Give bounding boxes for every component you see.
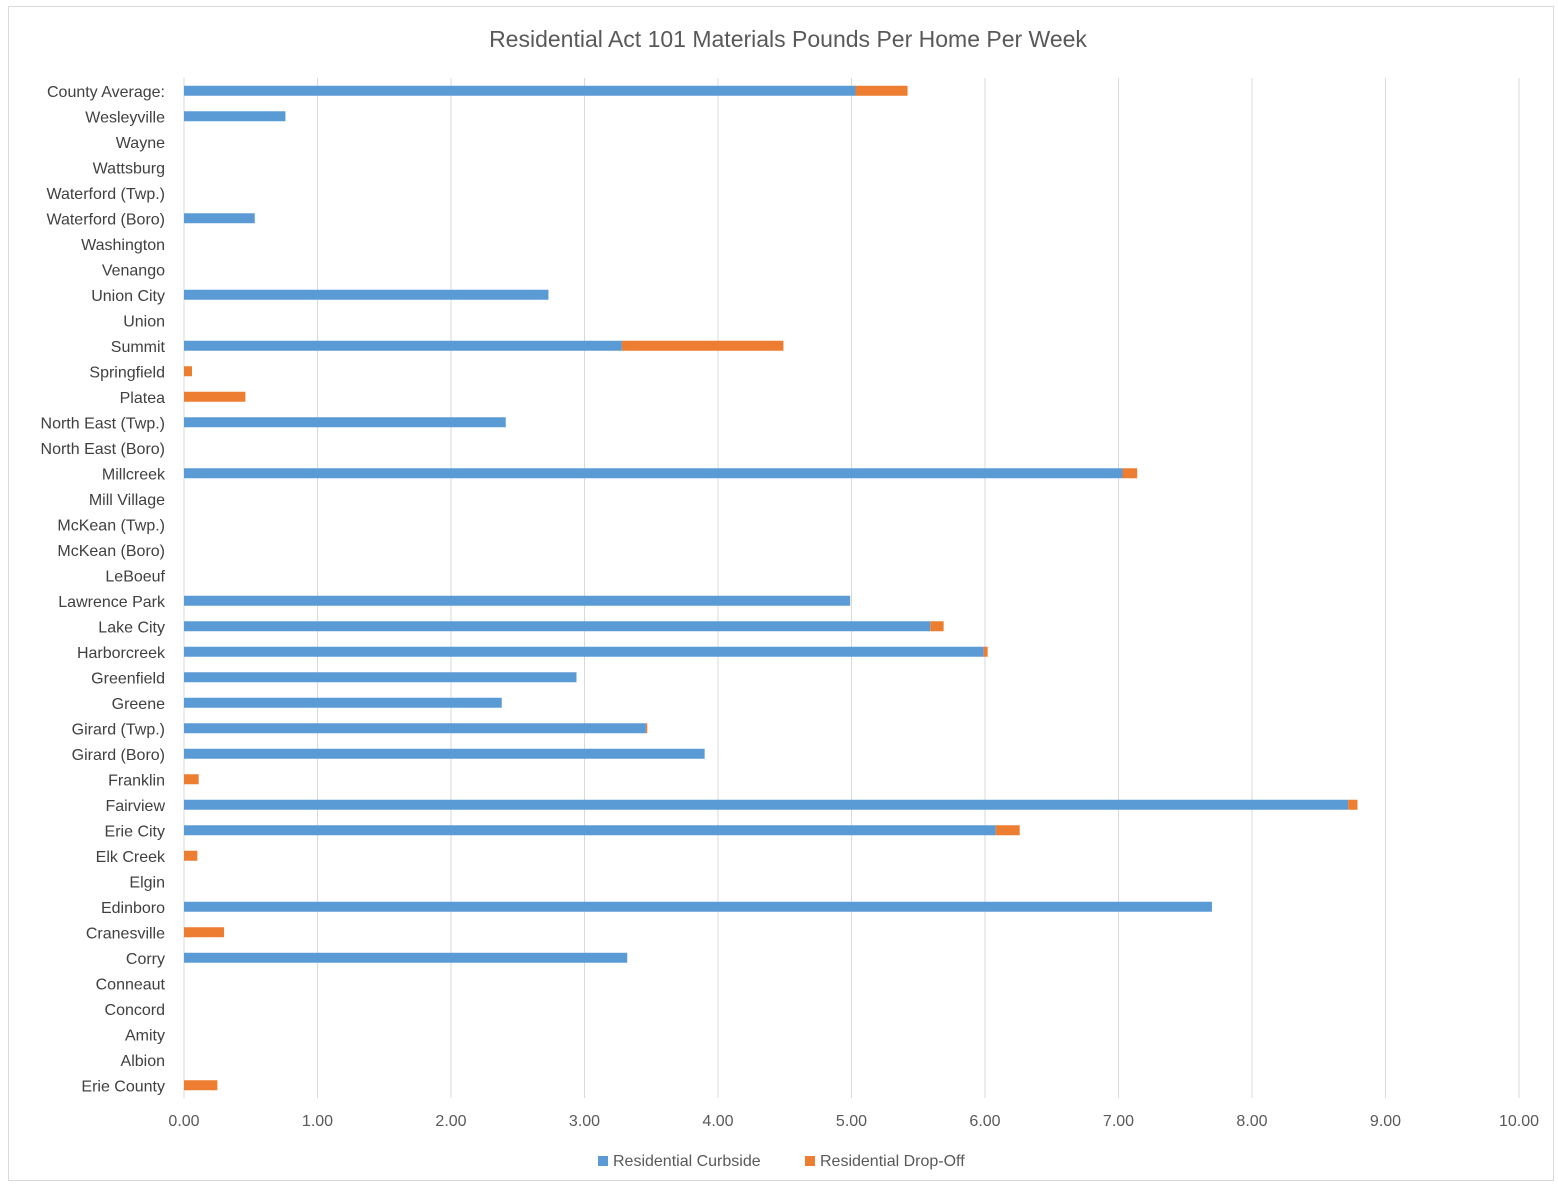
category-label: Amity [125, 1027, 165, 1044]
bar-drop-off [621, 340, 784, 351]
category-label: Elgin [129, 874, 165, 891]
category-label: Greenfield [91, 670, 165, 687]
bar-curbside [184, 825, 996, 836]
x-tick-label: 5.00 [836, 1113, 867, 1130]
chart-title: Residential Act 101 Materials Pounds Per… [489, 26, 1087, 52]
x-tick-label: 7.00 [1103, 1113, 1134, 1130]
chart-frame [8, 6, 1554, 1181]
x-tick-label: 4.00 [702, 1113, 733, 1130]
x-tick-label: 10.00 [1499, 1113, 1539, 1130]
bar-curbside [184, 799, 1349, 810]
bar-curbside [184, 595, 851, 606]
bar-curbside [184, 213, 255, 224]
category-label: Wayne [116, 135, 165, 152]
category-label: Wattsburg [93, 160, 165, 177]
legend-swatch [598, 1156, 608, 1166]
category-label: Lake City [98, 619, 165, 636]
bar-drop-off [184, 850, 198, 861]
bar-curbside [184, 417, 506, 428]
bar-curbside [184, 748, 705, 759]
category-label: Washington [81, 237, 165, 254]
legend-label: Residential Drop-Off [820, 1153, 965, 1170]
bar-drop-off [184, 927, 225, 938]
category-label: Corry [126, 951, 165, 968]
x-tick-label: 2.00 [435, 1113, 466, 1130]
category-label: LeBoeuf [105, 568, 165, 585]
category-label: Platea [120, 390, 165, 407]
category-label: McKean (Twp.) [57, 517, 165, 534]
bar-drop-off [855, 85, 908, 96]
category-label: Mill Village [89, 492, 165, 509]
bar-curbside [184, 85, 856, 96]
bar-curbside [184, 111, 286, 122]
category-label: North East (Boro) [41, 441, 165, 458]
category-label: Elk Creek [96, 849, 166, 866]
bar-curbside [184, 289, 549, 300]
category-label: Girard (Twp.) [72, 721, 165, 738]
category-label: McKean (Boro) [57, 543, 165, 560]
category-label: Erie City [105, 823, 165, 840]
bar-drop-off [983, 646, 988, 657]
category-label: Greene [112, 696, 165, 713]
bar-drop-off [184, 366, 193, 377]
bar-drop-off [995, 825, 1020, 836]
x-tick-label: 0.00 [168, 1113, 199, 1130]
category-label: Lawrence Park [58, 594, 166, 611]
category-label: Union [123, 313, 165, 330]
bar-drop-off [184, 774, 199, 785]
bar-curbside [184, 340, 622, 351]
bar-curbside [184, 468, 1123, 479]
category-label: Girard (Boro) [72, 747, 165, 764]
legend-label: Residential Curbside [613, 1153, 761, 1170]
x-tick-label: 9.00 [1370, 1113, 1401, 1130]
bar-drop-off [645, 723, 648, 734]
legend-swatch [805, 1156, 815, 1166]
bars [184, 85, 1358, 1091]
category-label: Waterford (Twp.) [46, 186, 165, 203]
category-label: Union City [91, 288, 165, 305]
bar-curbside [184, 672, 577, 683]
legend: Residential Curbside Residential Drop-Off [598, 1153, 965, 1170]
category-label: Harborcreek [77, 645, 166, 662]
bar-curbside [184, 697, 502, 708]
bar-drop-off [930, 621, 944, 632]
category-label: Concord [105, 1002, 165, 1019]
gridlines [183, 78, 1520, 1098]
category-label: Waterford (Boro) [46, 211, 165, 228]
category-label: Conneaut [96, 976, 166, 993]
x-tick-label: 6.00 [969, 1113, 1000, 1130]
category-label: County Average: [47, 84, 165, 101]
category-label: Fairview [105, 798, 165, 815]
bar-drop-off [184, 1080, 218, 1091]
bar-drop-off [1348, 799, 1358, 810]
category-label: Venango [102, 262, 165, 279]
category-label: Wesleyville [85, 109, 165, 126]
x-tick-label: 1.00 [302, 1113, 333, 1130]
bar-curbside [184, 952, 628, 963]
x-tick-labels: 0.00 1.00 2.00 3.00 4.00 5.00 6.00 7.00 8.00 9.00… [168, 1113, 1539, 1130]
bar-drop-off [184, 391, 246, 402]
category-label: Erie County [81, 1078, 165, 1095]
category-label: Springfield [89, 364, 165, 381]
category-label: North East (Twp.) [41, 415, 165, 432]
bar-curbside [184, 621, 931, 632]
category-labels: County Average: Wesleyville Wayne Wattsburg… [41, 84, 166, 1096]
x-tick-label: 8.00 [1236, 1113, 1267, 1130]
bar-curbside [184, 723, 646, 734]
category-label: Edinboro [101, 900, 165, 917]
x-tick-label: 3.00 [569, 1113, 600, 1130]
bar-curbside [184, 901, 1212, 912]
category-label: Summit [111, 339, 166, 356]
category-label: Millcreek [102, 466, 166, 483]
bar-drop-off [1122, 468, 1138, 479]
category-label: Albion [121, 1053, 165, 1070]
bar-curbside [184, 646, 984, 657]
category-label: Cranesville [86, 925, 165, 942]
category-label: Franklin [108, 772, 165, 789]
